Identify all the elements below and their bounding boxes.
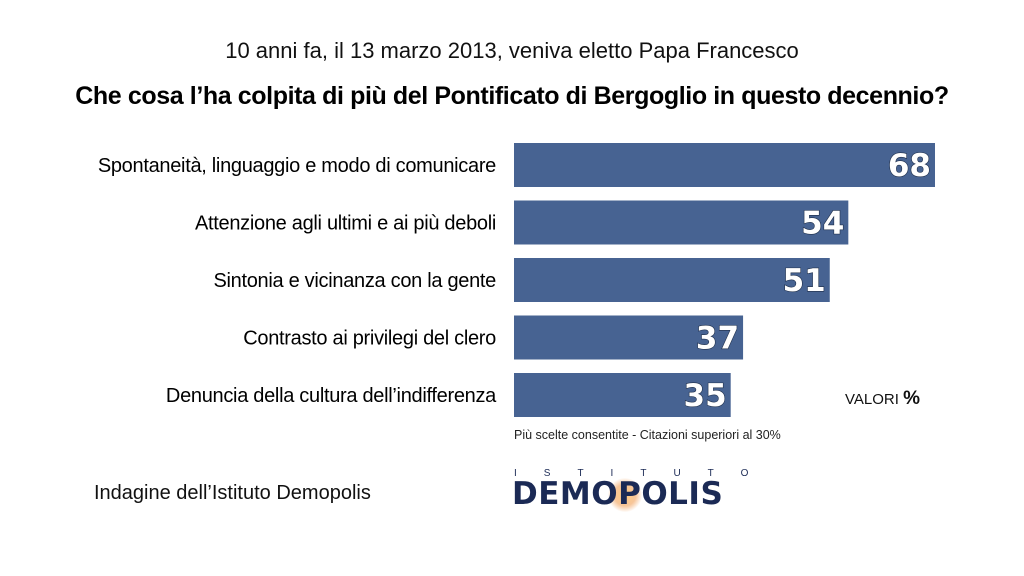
- bar-0: [514, 143, 935, 187]
- logo-top-text: ISTITUTO: [514, 468, 776, 479]
- bar-2: [514, 258, 830, 302]
- value-label-1: 54: [801, 206, 844, 242]
- footnote: Più scelte consentite - Citazioni superi…: [514, 428, 781, 442]
- bar-4: [514, 373, 731, 417]
- value-label-0: 68: [888, 148, 931, 184]
- category-label-1: Attenzione agli ultimi e ai più deboli: [195, 213, 496, 235]
- category-label-2: Sintonia e vicinanza con la gente: [213, 270, 496, 292]
- value-label-2: 51: [783, 263, 826, 299]
- unit-word: VALORI: [845, 391, 899, 408]
- demopolis-logo: ISTITUTO DEMOPOLIS: [510, 464, 780, 514]
- value-label-3: 37: [696, 321, 739, 357]
- category-label-3: Contrasto ai privilegi del clero: [243, 328, 496, 350]
- unit-label: VALORI %: [845, 388, 920, 410]
- unit-symbol: %: [903, 388, 920, 409]
- source-label: Indagine dell’Istituto Demopolis: [94, 482, 371, 504]
- bar-1: [514, 200, 849, 245]
- logo-glow: [608, 478, 642, 512]
- category-label-4: Denuncia della cultura dell’indifferenza: [166, 385, 497, 407]
- chart-title: Che cosa l’ha colpita di più del Pontifi…: [75, 82, 949, 110]
- chart-subtitle: 10 anni fa, il 13 marzo 2013, veniva ele…: [225, 38, 799, 63]
- value-label-4: 35: [684, 378, 727, 414]
- bar-3: [514, 315, 744, 360]
- category-label-0: Spontaneità, linguaggio e modo di comuni…: [98, 155, 496, 177]
- logo-main-text: DEMOPOLIS: [512, 476, 724, 512]
